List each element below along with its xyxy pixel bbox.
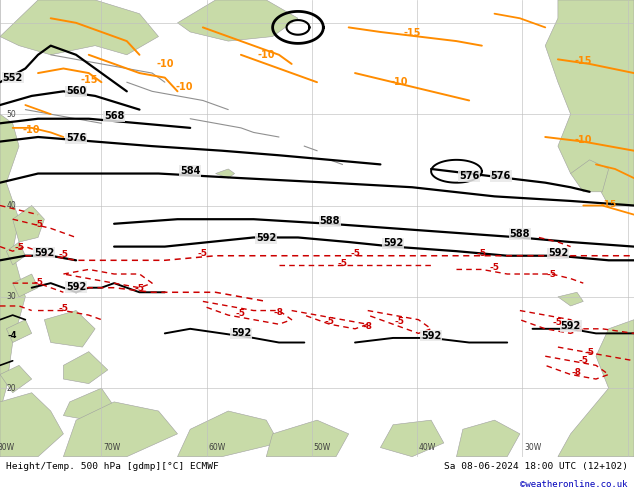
Text: 576: 576 [491, 171, 511, 181]
Polygon shape [13, 205, 44, 242]
Text: -5: -5 [489, 263, 500, 272]
Text: -5: -5 [337, 259, 347, 268]
Polygon shape [13, 274, 38, 297]
Polygon shape [6, 242, 25, 265]
Text: -5: -5 [14, 244, 24, 252]
Text: -15: -15 [80, 75, 98, 85]
Polygon shape [571, 160, 609, 192]
Polygon shape [0, 411, 32, 434]
Polygon shape [178, 411, 279, 457]
Text: -10: -10 [257, 50, 275, 60]
Text: Sa 08-06-2024 18:00 UTC (12+102): Sa 08-06-2024 18:00 UTC (12+102) [444, 462, 628, 470]
Text: 592: 592 [383, 239, 403, 248]
Text: 20: 20 [6, 384, 16, 392]
Text: 576: 576 [66, 133, 86, 144]
Text: 592: 592 [548, 248, 568, 258]
Text: 50: 50 [6, 110, 16, 119]
Text: Height/Temp. 500 hPa [gdmp][°C] ECMWF: Height/Temp. 500 hPa [gdmp][°C] ECMWF [6, 462, 219, 470]
Text: -5: -5 [198, 249, 208, 258]
Text: -8: -8 [363, 322, 373, 331]
Text: -5: -5 [134, 284, 145, 293]
Text: -5: -5 [585, 348, 595, 357]
Text: 588: 588 [320, 217, 340, 226]
Text: 588: 588 [510, 229, 530, 239]
Text: 592: 592 [256, 233, 276, 244]
Text: -10: -10 [574, 135, 592, 145]
Text: -10: -10 [156, 59, 174, 69]
Text: 568: 568 [104, 111, 124, 122]
Polygon shape [558, 292, 583, 306]
Text: 30: 30 [6, 293, 16, 301]
Text: 592: 592 [34, 247, 55, 258]
Text: -10: -10 [175, 82, 193, 92]
Polygon shape [216, 169, 235, 178]
Text: -10: -10 [23, 124, 41, 135]
Polygon shape [63, 402, 178, 457]
Text: 584: 584 [180, 166, 200, 176]
Text: -5: -5 [477, 249, 487, 258]
Text: ©weatheronline.co.uk: ©weatheronline.co.uk [520, 480, 628, 489]
Text: 40W: 40W [418, 443, 436, 452]
Text: -15: -15 [574, 56, 592, 66]
Text: -5: -5 [33, 278, 43, 287]
Polygon shape [266, 420, 349, 457]
Polygon shape [558, 319, 634, 457]
Text: 60W: 60W [208, 443, 226, 452]
Text: -5: -5 [33, 220, 43, 229]
Text: -4: -4 [8, 331, 17, 340]
Polygon shape [178, 0, 298, 41]
Polygon shape [380, 420, 444, 457]
Polygon shape [545, 0, 634, 205]
Polygon shape [456, 420, 520, 457]
Text: 592: 592 [231, 328, 251, 339]
Text: 576: 576 [459, 171, 479, 181]
Text: -5: -5 [350, 249, 360, 258]
Text: 552: 552 [3, 73, 23, 83]
Polygon shape [63, 388, 114, 420]
Text: -8: -8 [274, 308, 284, 318]
Text: -8: -8 [572, 368, 582, 377]
Text: 50W: 50W [313, 443, 331, 452]
Text: -5: -5 [578, 356, 588, 365]
Text: -5: -5 [236, 309, 246, 318]
Text: 70W: 70W [103, 443, 120, 452]
Polygon shape [44, 311, 95, 347]
Text: -5: -5 [547, 270, 557, 278]
Text: -5: -5 [325, 317, 335, 326]
Text: 560: 560 [66, 86, 86, 97]
Text: 592: 592 [421, 331, 441, 341]
Polygon shape [0, 0, 158, 55]
Text: -15: -15 [600, 199, 617, 209]
Text: -10: -10 [391, 77, 408, 87]
Text: -5: -5 [58, 250, 68, 259]
Polygon shape [63, 352, 108, 384]
Text: 80W: 80W [0, 443, 15, 452]
Text: -15: -15 [403, 28, 421, 38]
Text: 40: 40 [6, 201, 16, 210]
Text: -5: -5 [553, 318, 563, 327]
Polygon shape [0, 0, 25, 411]
Text: 592: 592 [560, 321, 581, 331]
Text: -5: -5 [394, 318, 404, 326]
Text: 30W: 30W [524, 443, 541, 452]
Polygon shape [6, 319, 32, 343]
Polygon shape [0, 366, 32, 393]
Polygon shape [0, 393, 63, 457]
Text: -5: -5 [58, 304, 68, 313]
Text: 592: 592 [66, 282, 86, 292]
